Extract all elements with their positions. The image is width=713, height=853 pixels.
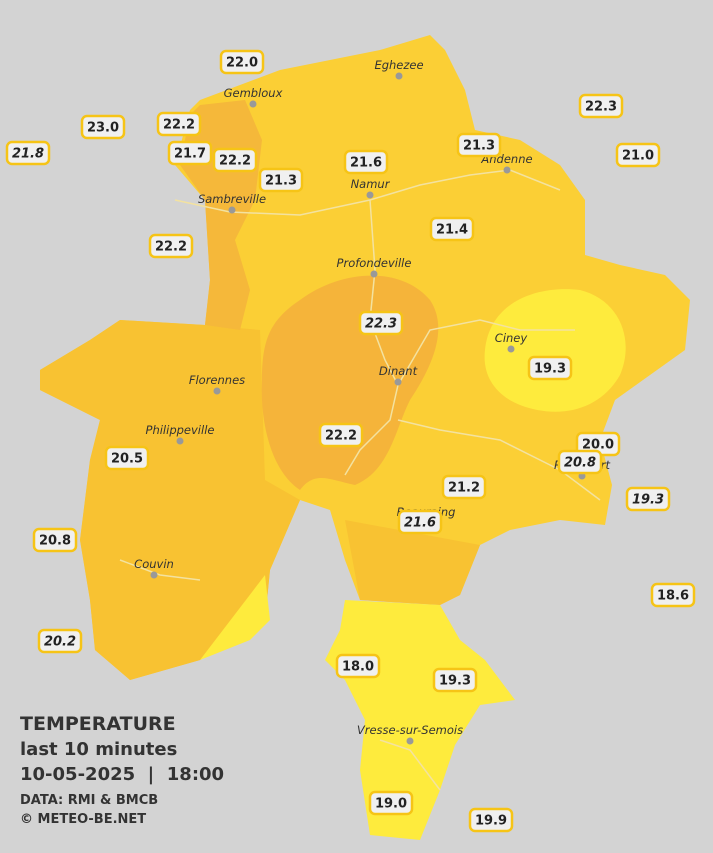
town-name: Gembloux — [224, 86, 283, 100]
town-dot — [394, 378, 402, 386]
station-box — [625, 486, 671, 512]
legend-title: TEMPERATURE — [20, 713, 176, 735]
station-box — [368, 790, 414, 816]
town-name: Florennes — [189, 373, 245, 387]
station-value: 20.0 — [582, 438, 614, 453]
station-value: 21.3 — [463, 139, 495, 154]
province — [40, 35, 690, 840]
station-box — [318, 422, 364, 448]
region-west — [40, 320, 300, 680]
station-value: 18.6 — [657, 589, 689, 604]
station-box — [219, 49, 265, 75]
station-box — [557, 449, 603, 475]
station-box — [343, 149, 389, 175]
station-box — [148, 233, 194, 259]
station-value: 22.0 — [226, 56, 258, 71]
station-box — [212, 147, 258, 173]
station-value: 19.3 — [632, 493, 664, 508]
station-value: 22.2 — [163, 118, 195, 133]
station-box — [335, 653, 381, 679]
station-value: 22.3 — [585, 100, 617, 115]
station-value: 21.0 — [622, 149, 654, 164]
towns: EghezeeGemblouxAndenneNamurSambrevillePr… — [134, 58, 611, 745]
station-value: 21.6 — [350, 156, 382, 171]
station-box — [650, 582, 696, 608]
station-box — [37, 628, 83, 654]
town-dot — [370, 270, 378, 278]
station-value: 20.8 — [39, 534, 71, 549]
station-box — [456, 132, 502, 158]
station-box — [615, 142, 661, 168]
station-box — [432, 667, 478, 693]
station-box — [468, 807, 514, 833]
town-name: Vresse-sur-Semois — [357, 723, 463, 737]
station-box — [80, 114, 126, 140]
legend-datetime: 10-05-2025 | 18:00 — [20, 764, 224, 785]
legend: TEMPERATURE last 10 minutes 10-05-2025 |… — [20, 713, 224, 827]
town-name: Philippeville — [146, 423, 215, 437]
town-dot — [507, 345, 515, 353]
town-dot — [150, 571, 158, 579]
legend-copyright: © METEO-BE.NET — [20, 812, 146, 827]
town-dot — [176, 437, 184, 445]
legend-subtitle: last 10 minutes — [20, 739, 177, 760]
station-value: 21.3 — [265, 174, 297, 189]
station-box — [258, 167, 304, 193]
station-value: 22.2 — [219, 154, 251, 169]
town-dot — [249, 100, 257, 108]
station-box — [104, 445, 150, 471]
station-value: 20.8 — [564, 456, 596, 471]
station-value: 21.4 — [436, 223, 468, 238]
station-box — [429, 216, 475, 242]
station-value: 22.2 — [155, 240, 187, 255]
station-value: 21.7 — [174, 147, 206, 162]
station-value: 19.3 — [439, 674, 471, 689]
town-name: Profondeville — [337, 256, 412, 270]
town-name: Couvin — [134, 557, 174, 571]
station-box — [527, 355, 573, 381]
town-dot — [213, 387, 221, 395]
river — [119, 169, 601, 791]
town-name: Namur — [351, 177, 391, 191]
station-box — [358, 310, 404, 336]
station-box — [578, 93, 624, 119]
station-box — [156, 111, 202, 137]
station-value: 19.3 — [534, 362, 566, 377]
town-dot — [503, 166, 511, 174]
station-box — [441, 474, 487, 500]
station-value: 21.2 — [448, 481, 480, 496]
station-value: 19.0 — [375, 797, 407, 812]
station-value: 21.8 — [12, 147, 44, 162]
region-cool-couvin — [200, 575, 270, 660]
station-value: 23.0 — [87, 121, 119, 136]
station-box — [167, 140, 213, 166]
region-cool-ciney — [484, 289, 626, 412]
station-value: 20.5 — [111, 452, 143, 467]
station-box — [397, 509, 443, 535]
station-value: 22.2 — [325, 429, 357, 444]
town-name: Dinant — [379, 364, 418, 378]
station-value: 22.3 — [365, 317, 397, 332]
station-box — [32, 527, 78, 553]
town-name: Ciney — [495, 331, 528, 345]
station-value: 19.9 — [475, 814, 507, 829]
station-box — [5, 140, 51, 166]
town-dot — [228, 206, 236, 214]
town-dot — [406, 737, 414, 745]
town-name: Sambreville — [198, 192, 266, 206]
town-dot — [366, 191, 374, 199]
stations: 22.0 23.0 22.2 21.8 21.7 22.2 21.3 21.6 21.3 22.3… — [5, 49, 696, 833]
town-name: Eghezee — [374, 58, 423, 72]
station-value: 20.2 — [44, 635, 76, 650]
region-south — [345, 520, 480, 605]
town-dot — [395, 72, 403, 80]
station-value: 18.0 — [342, 660, 374, 675]
legend-source: DATA: RMI & BMCB — [20, 793, 158, 808]
station-value: 21.6 — [404, 516, 436, 531]
